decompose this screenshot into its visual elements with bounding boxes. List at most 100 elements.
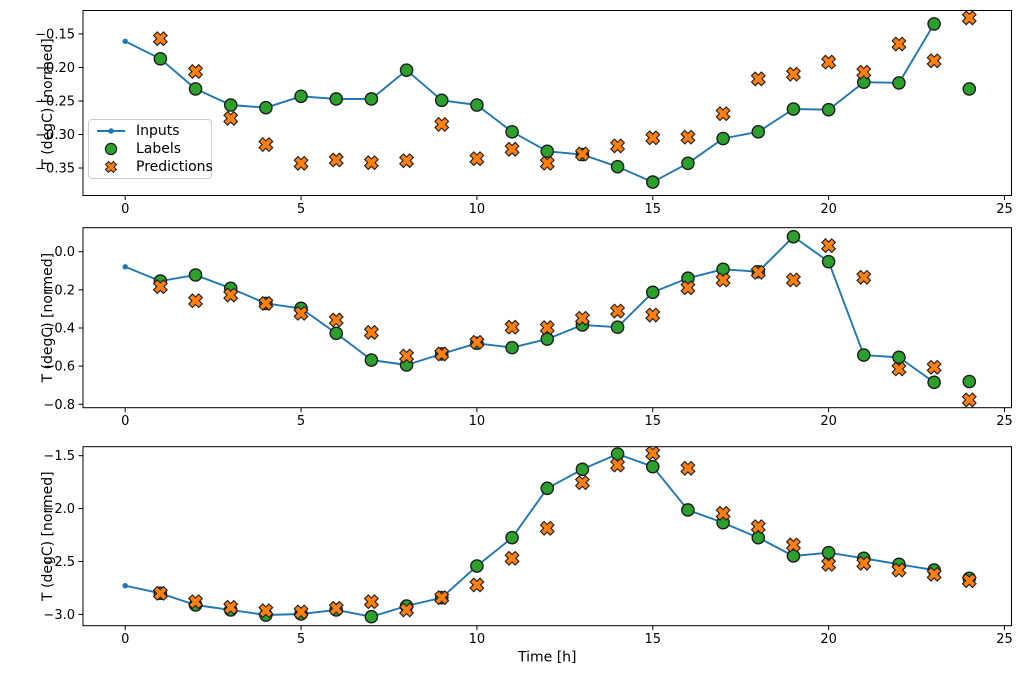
label-marker xyxy=(223,98,238,112)
prediction-marker xyxy=(223,110,239,126)
prediction-marker xyxy=(785,272,802,288)
prediction-marker xyxy=(715,505,731,521)
y-axis-ticks: −0.15 −0.20 −0.25 −0.30 −0.35 xyxy=(35,27,83,177)
predictions-markers xyxy=(152,238,977,408)
y-tick-label: −0.8 xyxy=(43,398,75,413)
x-tick-label: 20 xyxy=(820,632,837,647)
inputs-polyline xyxy=(124,23,935,184)
x-tick-label: 0 xyxy=(121,202,129,217)
label-marker xyxy=(645,175,660,189)
x-tick-label: 15 xyxy=(644,414,661,429)
x-tick-label: 10 xyxy=(469,414,486,429)
prediction-marker xyxy=(328,600,344,616)
x-tick-label: 5 xyxy=(297,632,305,647)
x-tick-label: 10 xyxy=(469,632,486,647)
prediction-marker xyxy=(574,146,590,162)
prediction-marker xyxy=(891,361,907,377)
prediction-marker xyxy=(645,445,661,461)
prediction-marker xyxy=(785,66,802,82)
label-marker xyxy=(821,545,836,560)
prediction-marker xyxy=(750,519,766,535)
label-marker xyxy=(856,348,871,362)
prediction-marker xyxy=(399,602,415,618)
label-marker xyxy=(188,82,203,96)
inputs-line xyxy=(122,233,937,386)
prediction-marker xyxy=(821,54,837,70)
prediction-marker xyxy=(961,10,977,26)
label-marker xyxy=(575,462,590,477)
x-axis-ticks: 0 5 10 15 20 25 xyxy=(121,195,1013,217)
axes-frame xyxy=(82,227,1012,409)
y-tick-label: −2.5 xyxy=(43,555,75,570)
y-tick-label: −0.35 xyxy=(35,162,75,177)
prediction-marker xyxy=(152,585,168,601)
label-marker xyxy=(962,374,977,389)
x-tick-label: 10 xyxy=(469,202,486,217)
label-marker xyxy=(645,459,660,474)
prediction-marker xyxy=(680,460,696,476)
prediction-marker xyxy=(821,238,837,254)
label-marker xyxy=(470,98,484,112)
label-marker xyxy=(892,350,906,365)
label-marker xyxy=(927,375,941,390)
x-tick-label: 25 xyxy=(996,414,1013,429)
prediction-marker xyxy=(504,319,520,335)
label-marker xyxy=(399,63,414,77)
label-marker xyxy=(188,268,203,282)
prediction-marker xyxy=(715,272,731,288)
legend-item-labels: Labels xyxy=(95,140,211,158)
inputs-line-dot-icon xyxy=(97,128,125,134)
label-marker xyxy=(329,92,344,106)
prediction-marker xyxy=(926,566,942,582)
y-axis-label: T (degC) [normed] xyxy=(40,471,56,602)
legend: Inputs Labels Predictions xyxy=(88,119,213,179)
prediction-marker xyxy=(434,346,450,362)
prediction-marker xyxy=(680,280,696,296)
x-axis-label: Time [h] xyxy=(517,650,577,666)
prediction-marker xyxy=(961,392,977,408)
prediction-marker xyxy=(610,138,626,154)
prediction-marker xyxy=(363,594,379,610)
label-marker xyxy=(610,447,625,461)
prediction-marker xyxy=(504,141,520,157)
inputs-line xyxy=(122,451,937,620)
predictions-markers xyxy=(152,445,977,620)
prediction-marker xyxy=(293,604,309,620)
x-tick-label: 20 xyxy=(820,414,837,429)
legend-item-inputs: Inputs xyxy=(95,122,211,140)
label-marker xyxy=(259,100,273,115)
prediction-marker xyxy=(891,562,907,578)
label-marker xyxy=(294,89,308,104)
prediction-marker xyxy=(610,457,626,473)
prediction-marker xyxy=(187,594,204,610)
prediction-marker xyxy=(399,153,415,169)
axes-frame xyxy=(82,10,1012,196)
label-marker xyxy=(786,229,801,244)
y-tick-label: −2.0 xyxy=(43,502,75,517)
label-marker xyxy=(610,159,625,174)
prediction-marker xyxy=(715,106,731,122)
prediction-marker xyxy=(469,577,485,593)
axes-frame xyxy=(82,446,1012,627)
prediction-marker xyxy=(539,155,555,171)
prediction-marker xyxy=(610,303,626,319)
prediction-marker xyxy=(574,310,590,326)
label-marker xyxy=(962,82,977,96)
prediction-marker xyxy=(328,152,344,168)
legend-label-predictions: Predictions xyxy=(136,159,213,175)
prediction-marker xyxy=(750,71,766,87)
y-axis-label: T (degC) [normed] xyxy=(40,38,56,169)
x-tick-label: 5 xyxy=(297,202,305,217)
y-axis-ticks: −1.5 −2.0 −2.5 −3.0 xyxy=(43,449,83,623)
label-marker xyxy=(786,102,801,116)
prediction-marker xyxy=(293,305,309,321)
prediction-marker xyxy=(328,312,344,328)
x-tick-label: 0 xyxy=(121,414,129,429)
inputs-polyline xyxy=(124,235,935,384)
x-tick-label: 25 xyxy=(996,632,1013,647)
y-tick-label: −0.6 xyxy=(43,360,75,375)
label-marker xyxy=(716,131,730,146)
label-marker xyxy=(751,125,766,139)
